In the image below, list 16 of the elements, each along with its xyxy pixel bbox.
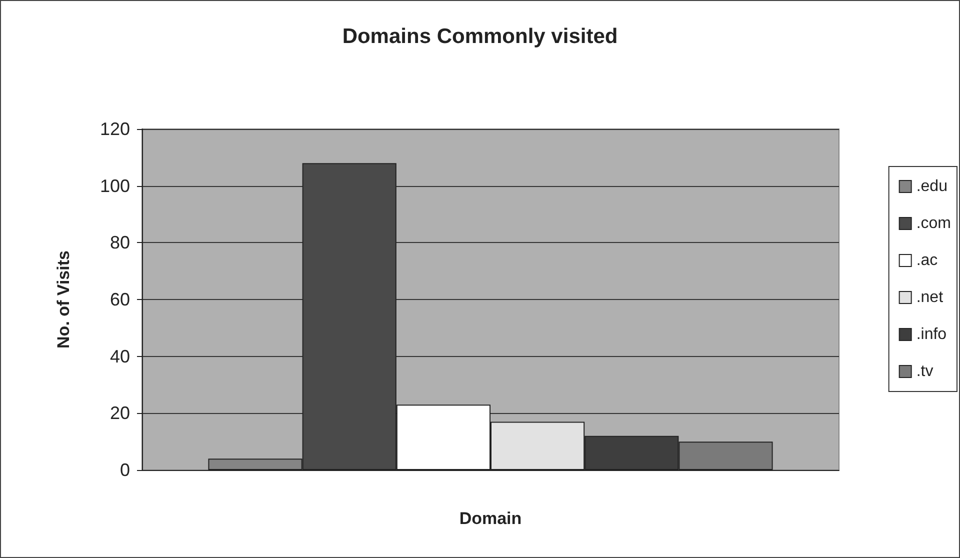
y-tick-label: 100 <box>100 176 130 196</box>
chart-title: Domains Commonly visited <box>342 25 618 48</box>
legend-label: .tv <box>916 363 934 380</box>
y-tick-label: 20 <box>110 403 130 424</box>
x-axis-title: Domain <box>459 509 522 528</box>
y-tick-label: 80 <box>110 232 130 253</box>
legend-label: .net <box>916 289 944 306</box>
legend-label: .com <box>916 215 951 232</box>
legend-label: .ac <box>916 252 938 269</box>
y-tick-label: 120 <box>100 119 130 139</box>
y-axis-title: No. of Visits <box>54 250 73 348</box>
y-tick-label: 40 <box>110 346 130 366</box>
legend-label: .info <box>916 326 947 343</box>
legend-label: .edu <box>916 178 948 195</box>
y-tick-label: 0 <box>120 460 130 480</box>
y-tick-label: 60 <box>110 290 130 310</box>
